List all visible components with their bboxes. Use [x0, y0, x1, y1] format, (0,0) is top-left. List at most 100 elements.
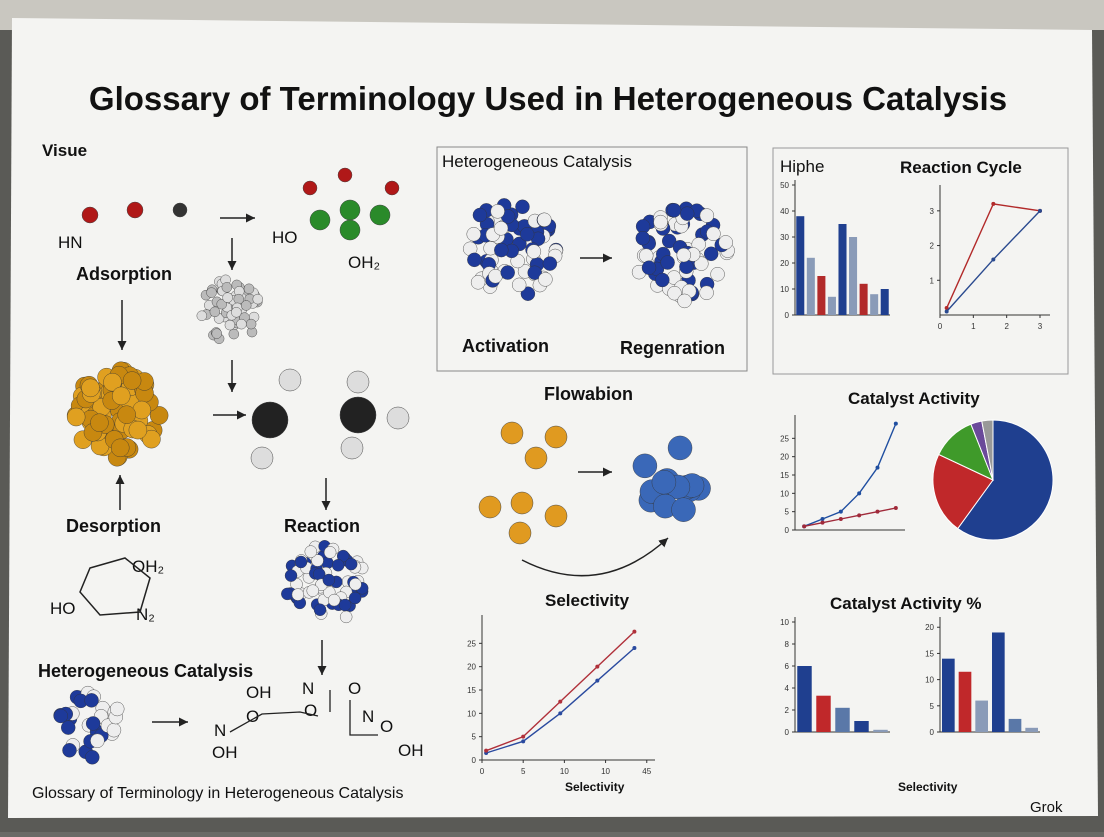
atom — [660, 255, 675, 270]
bar — [838, 224, 847, 315]
atom — [500, 421, 524, 445]
atom — [84, 693, 99, 708]
chart — [932, 419, 1054, 541]
atom — [81, 378, 100, 398]
term: Heterogeneous Catalysis — [38, 661, 253, 681]
atom — [106, 722, 122, 738]
atom — [85, 750, 100, 765]
atom — [221, 282, 233, 293]
y-tick-label: 5 — [930, 702, 935, 711]
atom — [544, 504, 568, 528]
atom — [252, 293, 263, 305]
pie-slice — [957, 419, 1054, 541]
bar — [975, 700, 988, 732]
poster-sheet — [8, 18, 1098, 818]
chart-title: Catalyst Activity % — [830, 594, 981, 613]
bar — [873, 729, 888, 732]
y-tick-label: 3 — [930, 207, 935, 216]
point — [484, 748, 489, 753]
y-tick-label: 10 — [780, 285, 789, 294]
label: O — [380, 717, 393, 736]
atom — [500, 265, 515, 280]
atom — [209, 306, 221, 318]
atom — [537, 212, 552, 227]
atom — [122, 371, 142, 390]
x-tick-label: 2 — [1004, 322, 1009, 331]
atom — [699, 285, 714, 300]
point — [802, 524, 807, 529]
atom — [339, 199, 361, 221]
chart-title: Hiphe — [780, 157, 824, 176]
y-tick-label: 30 — [780, 233, 789, 242]
atom — [542, 256, 558, 271]
point — [875, 465, 880, 470]
atom — [641, 260, 657, 275]
atom — [231, 307, 242, 318]
atom — [250, 446, 274, 470]
atom — [323, 546, 337, 559]
y-tick-label: 40 — [780, 207, 789, 216]
line — [803, 423, 897, 527]
atom — [90, 413, 109, 432]
bar — [835, 707, 850, 732]
atom — [339, 396, 377, 434]
atom — [706, 226, 721, 241]
point — [857, 491, 862, 496]
atom — [281, 587, 294, 601]
atom — [466, 227, 481, 242]
atom — [524, 446, 548, 470]
y-tick-label: 0 — [785, 311, 790, 320]
point — [991, 201, 996, 206]
y-tick-label: 20 — [780, 259, 789, 268]
y-tick-label: 2 — [785, 706, 790, 715]
atom — [284, 569, 298, 582]
atom — [677, 293, 692, 309]
y-tick-label: 20 — [780, 453, 789, 462]
x-tick-label: 3 — [1038, 322, 1043, 331]
atom — [251, 401, 289, 439]
y-tick-label: 2 — [930, 242, 935, 251]
atom — [703, 246, 719, 262]
footer: Glossary of Terminology in Heterogeneous… — [32, 785, 403, 802]
frame — [436, 146, 748, 372]
y-tick-label: 6 — [785, 662, 790, 671]
atom — [519, 227, 535, 242]
label: OH₂ — [348, 253, 380, 272]
x-tick-label: 45 — [642, 767, 651, 776]
atom — [653, 214, 668, 230]
point — [595, 678, 600, 683]
atom — [339, 610, 353, 624]
atom — [515, 199, 530, 214]
bar — [942, 658, 955, 732]
point — [838, 517, 843, 521]
y-tick-label: 0 — [930, 728, 935, 737]
atom — [651, 469, 677, 495]
chart-title: Selectivity — [545, 591, 630, 610]
label: N — [302, 679, 314, 698]
atom — [90, 733, 105, 748]
point — [558, 699, 563, 704]
point — [820, 517, 825, 521]
bar — [958, 671, 972, 732]
title: Glossary of Terminology Used in Heteroge… — [89, 80, 1007, 117]
atom — [676, 247, 691, 263]
atom — [311, 554, 324, 567]
label: HO — [50, 599, 76, 618]
atom — [340, 436, 364, 460]
term: Reaction — [284, 516, 360, 536]
atom — [112, 386, 131, 406]
chart: Selectivity 0 5 10 15 20 — [898, 617, 1040, 794]
atom — [61, 720, 76, 735]
y-tick-label: 15 — [925, 649, 934, 658]
y-tick-label: 0 — [785, 728, 790, 737]
ring — [79, 557, 151, 616]
chart: Catalyst Activity 0 5 10 15 20 25 — [780, 389, 980, 535]
x-tick-label: 0 — [480, 767, 485, 776]
atom — [386, 406, 410, 430]
atom — [278, 368, 302, 392]
atom — [236, 318, 247, 330]
atom — [338, 598, 352, 612]
y-tick-label: 25 — [467, 639, 476, 648]
chart: Catalyst Activity % 0 2 4 6 8 10 — [780, 594, 981, 737]
point — [820, 520, 825, 525]
